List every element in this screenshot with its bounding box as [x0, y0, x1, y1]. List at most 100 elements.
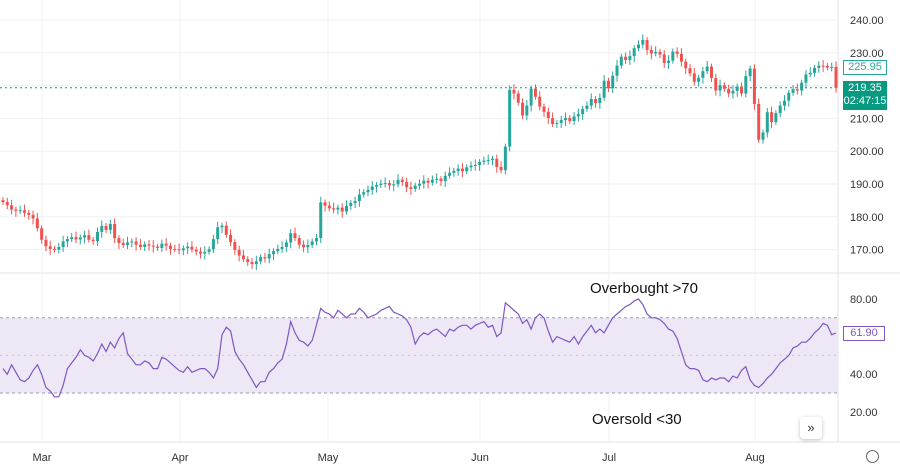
- candle-body: [490, 158, 494, 161]
- candle-body: [156, 246, 160, 248]
- candle-body: [409, 187, 413, 189]
- candles: [1, 34, 838, 270]
- candle-body: [151, 245, 155, 247]
- candle-body: [752, 68, 756, 104]
- x-tick-label: Apr: [171, 452, 188, 464]
- candle-body: [632, 48, 636, 57]
- rsi-band: [0, 317, 838, 394]
- prev-close-value: 225.95: [848, 61, 882, 73]
- candle-body: [628, 56, 632, 61]
- candle-body: [130, 241, 134, 243]
- candle-body: [78, 237, 82, 240]
- candle-body: [426, 180, 430, 183]
- x-tick-label: Jul: [602, 452, 616, 464]
- candle-body: [220, 225, 224, 228]
- candle-body: [190, 246, 194, 250]
- candle-body: [276, 248, 280, 252]
- candle-body: [538, 96, 542, 107]
- candle-body: [396, 179, 400, 185]
- rsi-last-value: 61.90: [850, 327, 878, 339]
- candle-body: [701, 71, 705, 78]
- candle-body: [121, 243, 125, 246]
- candle-body: [349, 203, 353, 206]
- candle-body: [259, 257, 263, 262]
- settings-icon[interactable]: [866, 450, 879, 463]
- last-price-tag: 219.35 02:47:15: [843, 81, 887, 110]
- candle-body: [478, 162, 482, 165]
- candle-body: [469, 165, 473, 168]
- rsi-series: [2, 298, 837, 398]
- candle-body: [572, 116, 576, 122]
- candle-body: [22, 210, 26, 213]
- candle-body: [327, 205, 331, 209]
- candle-body: [10, 205, 14, 210]
- candle-body: [675, 51, 679, 54]
- candle-body: [340, 207, 344, 212]
- candle-body: [761, 132, 765, 140]
- candle-body: [486, 160, 490, 162]
- candle-body: [332, 208, 336, 210]
- candle-body: [641, 40, 645, 45]
- candle-body: [375, 184, 379, 187]
- rsi-band-fill: [0, 317, 838, 393]
- candle-body: [306, 245, 310, 248]
- candle-body: [383, 183, 387, 185]
- candle-body: [568, 118, 572, 122]
- candle-body: [366, 189, 370, 193]
- candle-body: [138, 244, 142, 247]
- candle-body: [113, 224, 117, 239]
- price-tick-label: 170.00: [850, 245, 884, 257]
- candle-body: [104, 225, 108, 230]
- candle-body: [314, 238, 318, 242]
- candle-body: [91, 239, 95, 242]
- candle-body: [168, 245, 172, 249]
- candle-body: [460, 168, 464, 172]
- candle-body: [757, 103, 761, 140]
- candle-body: [813, 67, 817, 73]
- candle-body: [654, 51, 658, 54]
- candle-body: [473, 164, 477, 166]
- candle-body: [542, 106, 546, 112]
- candle-body: [143, 244, 147, 247]
- candle-body: [465, 167, 469, 172]
- candle-body: [126, 242, 130, 246]
- candle-body: [14, 209, 18, 211]
- grid-lines: [0, 0, 900, 443]
- candle-body: [250, 262, 254, 265]
- candle-body: [658, 51, 662, 55]
- candle-body: [83, 235, 87, 238]
- candle-body: [611, 75, 615, 89]
- candle-body: [40, 228, 44, 240]
- candle-body: [233, 242, 237, 250]
- candle-body: [57, 246, 61, 250]
- price-tick-label: 240.00: [850, 15, 884, 27]
- candle-body: [224, 225, 228, 235]
- candle-body: [70, 237, 74, 240]
- candle-body: [748, 68, 752, 77]
- candle-body: [787, 92, 791, 101]
- candle-body: [263, 257, 267, 259]
- candle-body: [254, 261, 258, 265]
- candle-body: [606, 80, 610, 89]
- candle-body: [177, 249, 181, 251]
- candle-body: [134, 241, 138, 245]
- candle-body: [482, 160, 486, 163]
- candle-body: [405, 182, 409, 188]
- candle-body: [709, 66, 713, 79]
- candle-body: [237, 249, 241, 256]
- price-tick-label: 200.00: [850, 146, 884, 158]
- x-tick-label: Mar: [33, 452, 52, 464]
- double-chevron-right-icon[interactable]: »: [800, 417, 822, 439]
- candle-body: [624, 56, 628, 61]
- candle-body: [435, 178, 439, 180]
- candle-body: [499, 166, 503, 171]
- candle-body: [555, 122, 559, 124]
- candle-body: [164, 243, 168, 246]
- candle-body: [345, 205, 349, 212]
- candle-body: [508, 89, 512, 147]
- candle-body: [546, 111, 550, 119]
- candle-body: [229, 234, 233, 243]
- candle-body: [336, 207, 340, 210]
